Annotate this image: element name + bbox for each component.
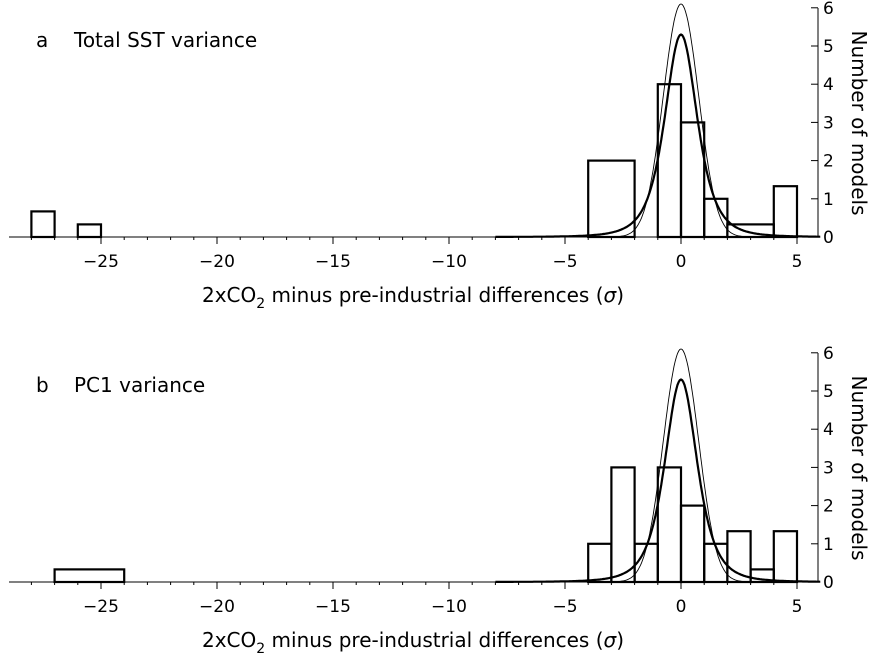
y-tick-label: 5 (823, 382, 834, 402)
y-axis-title: Number of models (847, 30, 871, 215)
x-tick-label: −20 (199, 597, 235, 617)
histogram-bar (587, 542, 613, 584)
x-tick-label: −25 (83, 252, 119, 272)
x-tick-label: 5 (792, 252, 803, 272)
y-tick-label: 1 (823, 190, 834, 210)
x-tick-label: 5 (792, 597, 803, 617)
y-tick-label: 2 (823, 152, 834, 172)
y-tick-label: 5 (823, 37, 834, 57)
gaussian-curve (495, 348, 821, 583)
y-tick-label: 6 (823, 344, 834, 364)
y-tick-label: 3 (823, 458, 834, 478)
panel-label: b (36, 373, 49, 397)
y-tick-label: 6 (823, 0, 834, 19)
x-tick-label: −10 (431, 252, 467, 272)
gaussian-curve (495, 3, 821, 238)
x-tick-label: −15 (315, 252, 351, 272)
x-tick-label: −15 (315, 597, 351, 617)
histogram-bar (703, 197, 729, 239)
histogram-bar (30, 210, 56, 239)
x-tick-label: −20 (199, 252, 235, 272)
histogram-bar (772, 185, 799, 239)
y-tick-label: 4 (823, 75, 834, 95)
x-axis-title: 2xCO2 minus pre-industrial differences (… (202, 283, 624, 312)
y-tick-label: 0 (823, 573, 834, 593)
x-tick-label: −5 (552, 252, 577, 272)
panel-title: Total SST variance (73, 28, 257, 52)
histogram-bar (679, 121, 706, 239)
x-tick-label: −25 (83, 597, 119, 617)
panel-title: PC1 variance (74, 373, 205, 397)
y-tick-label: 0 (823, 228, 834, 248)
y-tick-label: 2 (823, 497, 834, 517)
histogram-bar (772, 530, 799, 584)
x-tick-label: −5 (552, 597, 577, 617)
panel-label: a (36, 28, 48, 52)
y-tick-label: 4 (823, 420, 834, 440)
x-tick-label: 0 (676, 252, 687, 272)
histogram-bar (76, 223, 103, 239)
histogram-bar (53, 568, 126, 584)
y-tick-label: 3 (823, 113, 834, 133)
y-tick-label: 1 (823, 535, 834, 555)
x-axis-title: 2xCO2 minus pre-industrial differences (… (202, 628, 624, 655)
histogram-bar (726, 530, 752, 584)
histogram-bar (610, 466, 636, 584)
histogram-bar (679, 504, 706, 584)
histogram-bar (656, 83, 683, 239)
y-axis-title: Number of models (847, 375, 871, 560)
x-tick-label: −10 (431, 597, 467, 617)
x-tick-label: 0 (676, 597, 687, 617)
